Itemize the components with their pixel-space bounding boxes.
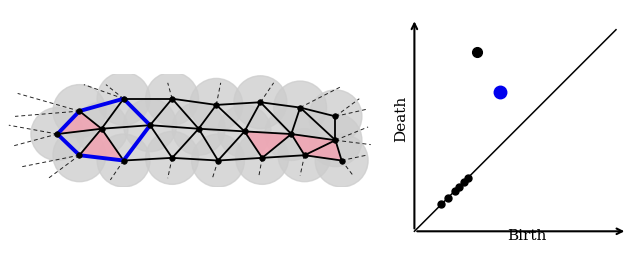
Circle shape xyxy=(278,129,331,182)
Polygon shape xyxy=(291,134,335,155)
Circle shape xyxy=(146,72,198,125)
Circle shape xyxy=(97,134,150,187)
Circle shape xyxy=(31,108,84,161)
Circle shape xyxy=(309,114,362,167)
Circle shape xyxy=(190,78,243,131)
Polygon shape xyxy=(58,111,102,134)
Polygon shape xyxy=(244,131,291,158)
Circle shape xyxy=(53,129,106,182)
Circle shape xyxy=(236,131,289,184)
Circle shape xyxy=(75,102,128,155)
Circle shape xyxy=(53,85,106,138)
Polygon shape xyxy=(305,140,342,161)
Polygon shape xyxy=(79,129,124,161)
Circle shape xyxy=(274,81,326,134)
Circle shape xyxy=(309,90,362,143)
Circle shape xyxy=(315,134,368,187)
Circle shape xyxy=(265,108,318,161)
Circle shape xyxy=(146,131,198,184)
Circle shape xyxy=(218,105,271,158)
Text: Death: Death xyxy=(394,96,408,143)
Circle shape xyxy=(191,134,244,187)
Text: Birth: Birth xyxy=(507,228,546,242)
Circle shape xyxy=(97,72,150,125)
Circle shape xyxy=(172,102,225,155)
Circle shape xyxy=(234,76,287,129)
Circle shape xyxy=(124,99,177,152)
